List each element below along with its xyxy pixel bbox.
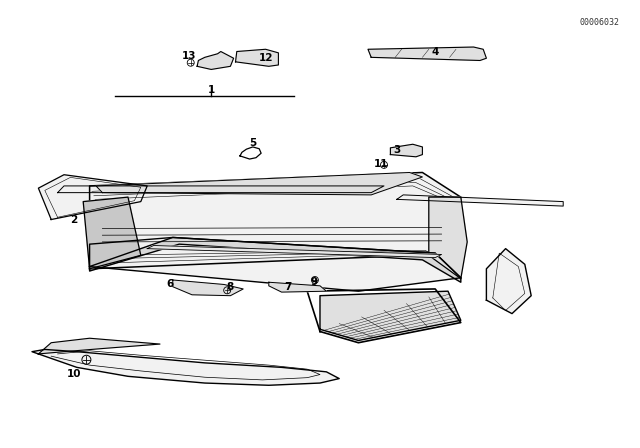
Text: 10: 10 xyxy=(67,369,81,379)
Polygon shape xyxy=(236,49,278,66)
Text: 7: 7 xyxy=(284,282,292,292)
Text: 5: 5 xyxy=(249,138,257,148)
Polygon shape xyxy=(32,349,339,385)
Polygon shape xyxy=(147,246,442,258)
Polygon shape xyxy=(429,197,467,279)
Polygon shape xyxy=(90,172,461,279)
Text: 00006032: 00006032 xyxy=(580,18,620,27)
Text: 2: 2 xyxy=(70,215,77,224)
Polygon shape xyxy=(58,186,384,193)
Polygon shape xyxy=(320,291,461,340)
Text: 3: 3 xyxy=(393,145,401,155)
Text: 4: 4 xyxy=(431,47,439,56)
Polygon shape xyxy=(197,52,234,69)
Polygon shape xyxy=(486,249,531,314)
Polygon shape xyxy=(38,175,147,220)
Polygon shape xyxy=(390,144,422,157)
Polygon shape xyxy=(83,197,141,269)
Polygon shape xyxy=(38,338,160,354)
Polygon shape xyxy=(397,195,563,206)
Text: 9: 9 xyxy=(310,277,317,287)
Polygon shape xyxy=(173,280,243,296)
Polygon shape xyxy=(90,237,461,282)
Text: 8: 8 xyxy=(227,282,234,292)
Polygon shape xyxy=(269,282,326,292)
Text: 13: 13 xyxy=(182,51,196,61)
Text: 12: 12 xyxy=(259,53,273,63)
Text: 1: 1 xyxy=(207,85,215,95)
Text: 11: 11 xyxy=(374,159,388,168)
Polygon shape xyxy=(96,172,422,195)
Text: 6: 6 xyxy=(166,280,173,289)
Polygon shape xyxy=(90,237,461,291)
Polygon shape xyxy=(368,47,486,60)
